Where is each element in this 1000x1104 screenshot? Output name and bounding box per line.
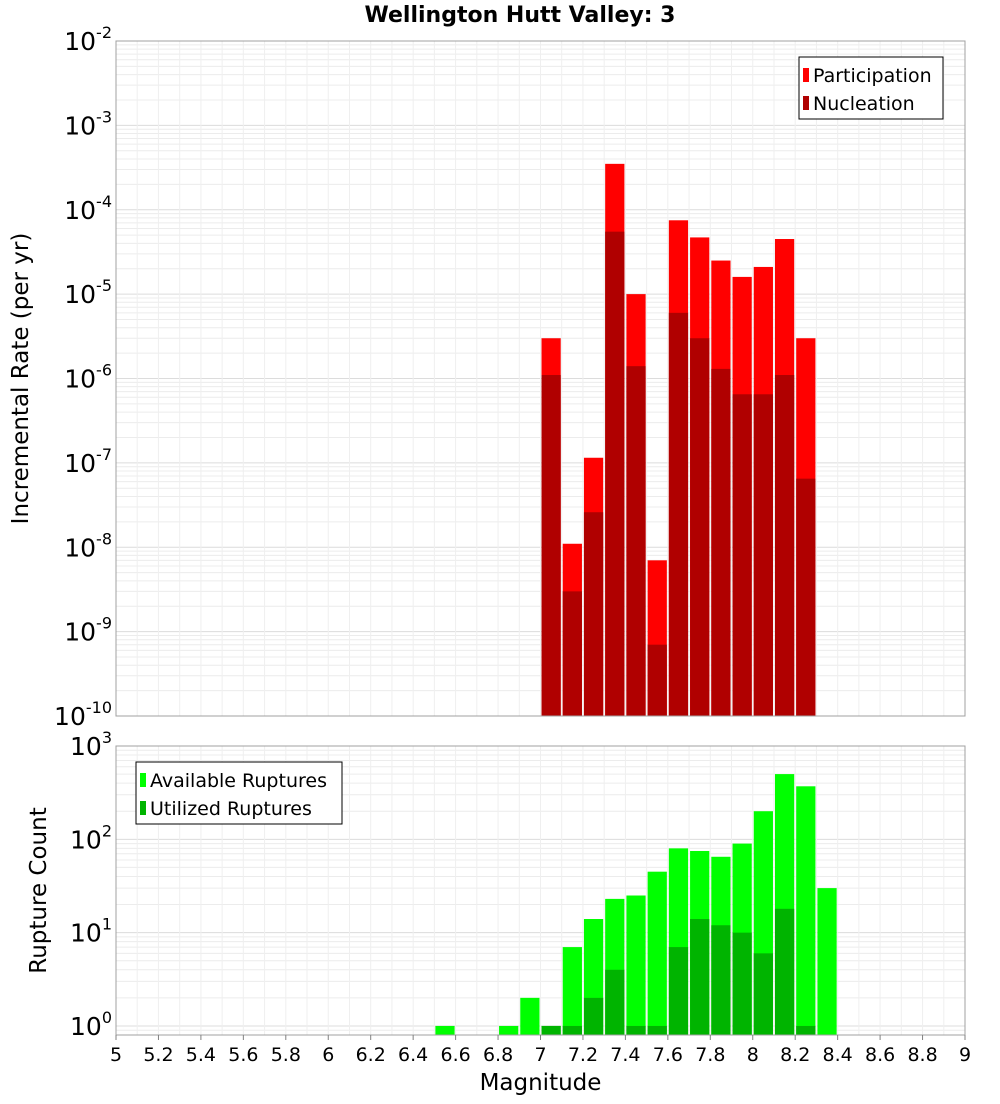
x-tick-label: 5.4: [186, 1044, 216, 1066]
bar-secondary: [732, 932, 752, 1035]
bar-secondary: [583, 512, 604, 716]
x-tick-label: 7.4: [610, 1044, 640, 1066]
x-tick-label: 9: [959, 1044, 971, 1066]
chart-panel-2: 100 101 102 103 Rupture Count Available Ruptu…: [26, 728, 966, 1041]
legend-swatch: [140, 773, 146, 787]
bar-secondary: [562, 1025, 582, 1035]
y-axis-label: Incremental Rate (per yr): [8, 233, 34, 525]
chart-title: Wellington Hutt Valley: 3: [365, 3, 676, 28]
x-tick-label: 6.2: [356, 1044, 386, 1066]
chart-panel-1: 10-10 10-9 10-8 10-7 10-6 10-5 10-4 10-3 10-2 Inc…: [8, 23, 966, 731]
x-tick-label: 7.8: [695, 1044, 725, 1066]
y-tick-label: 10-5: [64, 276, 112, 309]
bar-secondary: [583, 997, 604, 1035]
bar-secondary: [753, 394, 773, 716]
x-tick-label: 5.6: [228, 1044, 258, 1066]
y-tick-label: 10-7: [64, 445, 112, 478]
legend: Available Ruptures Utilized Ruptures: [135, 761, 343, 825]
bar-secondary: [796, 1025, 816, 1035]
legend: Participation Nucleation: [798, 56, 944, 120]
bar-secondary: [690, 338, 710, 716]
legend-entry: Available Ruptures: [150, 770, 327, 792]
bar-secondary: [690, 919, 710, 1035]
y-tick-label: 10-4: [64, 192, 112, 225]
y-tick-label: 102: [70, 821, 112, 854]
y-tick-label: 10-2: [64, 23, 112, 56]
y-tick-label: 101: [70, 915, 112, 948]
y-axis-label: Rupture Count: [26, 807, 52, 973]
bar-primary: [562, 947, 582, 1035]
legend-box: [135, 761, 343, 825]
bar-secondary: [541, 1025, 561, 1035]
legend-entry: Participation: [813, 65, 932, 87]
bar-primary: [647, 871, 667, 1035]
bar-primary: [626, 895, 646, 1035]
bar-secondary: [668, 947, 689, 1035]
bar-secondary: [774, 908, 795, 1035]
bar-secondary: [541, 375, 561, 716]
x-tick-label: 6.4: [398, 1044, 428, 1066]
bar-secondary: [605, 231, 625, 716]
bar-secondary: [796, 478, 816, 716]
x-tick-label: 8: [747, 1044, 759, 1066]
x-tick-label: 5.8: [271, 1044, 301, 1066]
bar-secondary: [626, 1025, 646, 1035]
legend-entry: Utilized Ruptures: [150, 798, 312, 820]
bar-secondary: [774, 375, 795, 716]
legend-box: [798, 56, 944, 120]
x-tick-label: 5.2: [143, 1044, 173, 1066]
y-tick-label: 10-6: [64, 361, 112, 394]
bar-primary: [520, 997, 540, 1035]
y-tick-label: 100: [70, 1008, 112, 1041]
bar-secondary: [668, 312, 689, 716]
bar-secondary: [753, 953, 773, 1035]
y-tick-label: 103: [70, 728, 112, 761]
bar-primary: [796, 786, 816, 1035]
y-tick-label: 10-8: [64, 529, 112, 562]
bar-secondary: [605, 969, 625, 1035]
x-tick-label: 8.6: [865, 1044, 895, 1066]
x-tick-label: 6: [322, 1044, 334, 1066]
x-tick-label: 6.6: [440, 1044, 470, 1066]
bar-secondary: [626, 366, 646, 716]
x-tick-label: 8.4: [823, 1044, 853, 1066]
x-tick-label: 7: [534, 1044, 546, 1066]
bar-secondary: [711, 368, 731, 716]
bar-secondary: [732, 394, 752, 716]
legend-swatch: [803, 96, 809, 110]
legend-entry: Nucleation: [813, 93, 915, 115]
legend-swatch: [803, 68, 809, 82]
x-tick-label: 7.6: [653, 1044, 683, 1066]
bar-primary: [435, 1025, 455, 1035]
legend-swatch: [140, 801, 146, 815]
bar-secondary: [711, 925, 731, 1035]
plot-frame: [115, 40, 966, 717]
x-tick-label: 5: [110, 1044, 122, 1066]
y-tick-label: 10-3: [64, 107, 112, 140]
y-tick-label: 10-9: [64, 614, 112, 647]
y-tick-label: 10-10: [54, 698, 112, 731]
x-axis-label: Magnitude: [480, 1070, 602, 1096]
bar-secondary: [562, 591, 582, 716]
bar-primary: [817, 888, 837, 1035]
bar-primary: [499, 1025, 519, 1035]
bar-secondary: [647, 1025, 667, 1035]
bar-secondary: [647, 644, 667, 716]
x-tick-label: 7.2: [568, 1044, 598, 1066]
x-tick-label: 8.2: [780, 1044, 810, 1066]
x-tick-label: 6.8: [483, 1044, 513, 1066]
x-tick-label: 8.8: [907, 1044, 937, 1066]
